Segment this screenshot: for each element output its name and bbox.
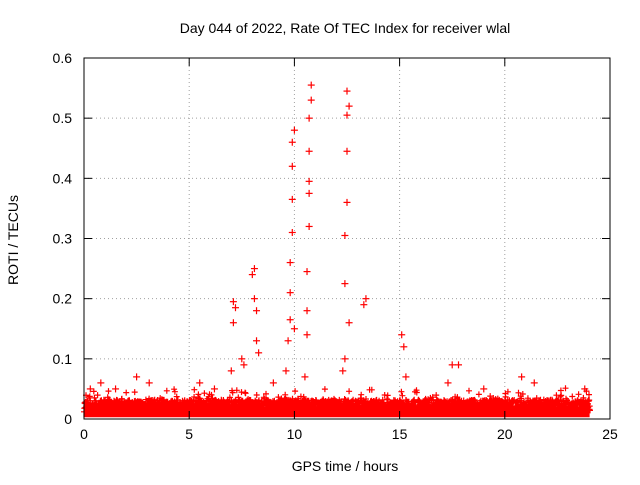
data-point [343, 147, 351, 155]
data-point [286, 316, 294, 324]
data-point [345, 319, 353, 327]
data-point [133, 373, 141, 381]
data-point [286, 259, 294, 267]
x-tick-label: 10 [287, 426, 303, 442]
data-point [288, 138, 296, 146]
x-tick-label: 5 [185, 426, 193, 442]
data-point [305, 189, 313, 197]
y-tick-label: 0.3 [53, 231, 73, 247]
data-point [282, 367, 290, 375]
data-point [290, 126, 298, 134]
data-point [402, 373, 410, 381]
data-point [290, 325, 298, 333]
data-point [345, 102, 353, 110]
data-point [518, 373, 526, 381]
noise-band-layer [81, 385, 593, 418]
data-point [250, 265, 258, 273]
data-point [288, 162, 296, 170]
data-point [307, 96, 315, 104]
data-point [250, 295, 258, 303]
data-point [196, 379, 204, 387]
data-point [145, 379, 153, 387]
data-point [210, 385, 218, 393]
y-tick-label: 0.6 [53, 50, 73, 66]
data-point [288, 228, 296, 236]
x-axis-label: GPS time / hours [292, 458, 399, 474]
x-tick-label: 15 [392, 426, 408, 442]
x-tick-label: 25 [602, 426, 618, 442]
y-axis-label: ROTI / TECUs [5, 195, 21, 285]
data-point [229, 319, 237, 327]
data-point [400, 343, 408, 351]
data-point [240, 361, 248, 369]
y-tick-label: 0 [64, 411, 72, 427]
data-point [341, 231, 349, 239]
data-point [341, 280, 349, 288]
data-point [343, 87, 351, 95]
x-tick-label: 20 [497, 426, 513, 442]
data-point [303, 307, 311, 315]
x-tick-label: 0 [80, 426, 88, 442]
data-point [301, 373, 309, 381]
ticks-layer [83, 57, 611, 420]
data-point [305, 114, 313, 122]
data-point [238, 355, 246, 363]
data-point [360, 301, 368, 309]
data-point [581, 385, 589, 393]
data-point [398, 331, 406, 339]
data-point [86, 385, 94, 393]
y-tick-label: 0.2 [53, 291, 73, 307]
data-point [255, 349, 263, 357]
y-tick-label: 0.4 [53, 170, 73, 186]
data-point [288, 195, 296, 203]
data-point [305, 222, 313, 230]
data-point [307, 81, 315, 89]
data-point [480, 385, 488, 393]
data-point [97, 379, 105, 387]
data-point [444, 379, 452, 387]
data-point [284, 337, 292, 345]
data-point [339, 367, 347, 375]
tick-labels-layer: 0 5 10 15 20 25 0 0.1 0.2 0.3 0.4 0.5 0.6 [53, 50, 618, 442]
data-point [269, 379, 277, 387]
data-point [305, 177, 313, 185]
data-point [303, 331, 311, 339]
grid-layer [84, 58, 610, 419]
y-tick-label: 0.5 [53, 110, 73, 126]
data-point [343, 198, 351, 206]
data-points-layer [86, 81, 589, 393]
chart-title: Day 044 of 2022, Rate Of TEC Index for r… [180, 20, 510, 36]
data-point [343, 111, 351, 119]
y-tick-label: 0.1 [53, 351, 73, 367]
data-point [455, 361, 463, 369]
data-point [286, 289, 294, 297]
data-point [530, 379, 538, 387]
data-point [303, 268, 311, 276]
data-point [248, 271, 256, 279]
data-point [231, 304, 239, 312]
data-point [229, 298, 237, 306]
data-point [448, 361, 456, 369]
data-point [112, 385, 120, 393]
data-point [362, 295, 370, 303]
data-point [305, 147, 313, 155]
data-point [227, 367, 235, 375]
data-point [253, 337, 261, 345]
data-point [341, 355, 349, 363]
noise-band [81, 385, 593, 418]
data-point [253, 307, 261, 315]
